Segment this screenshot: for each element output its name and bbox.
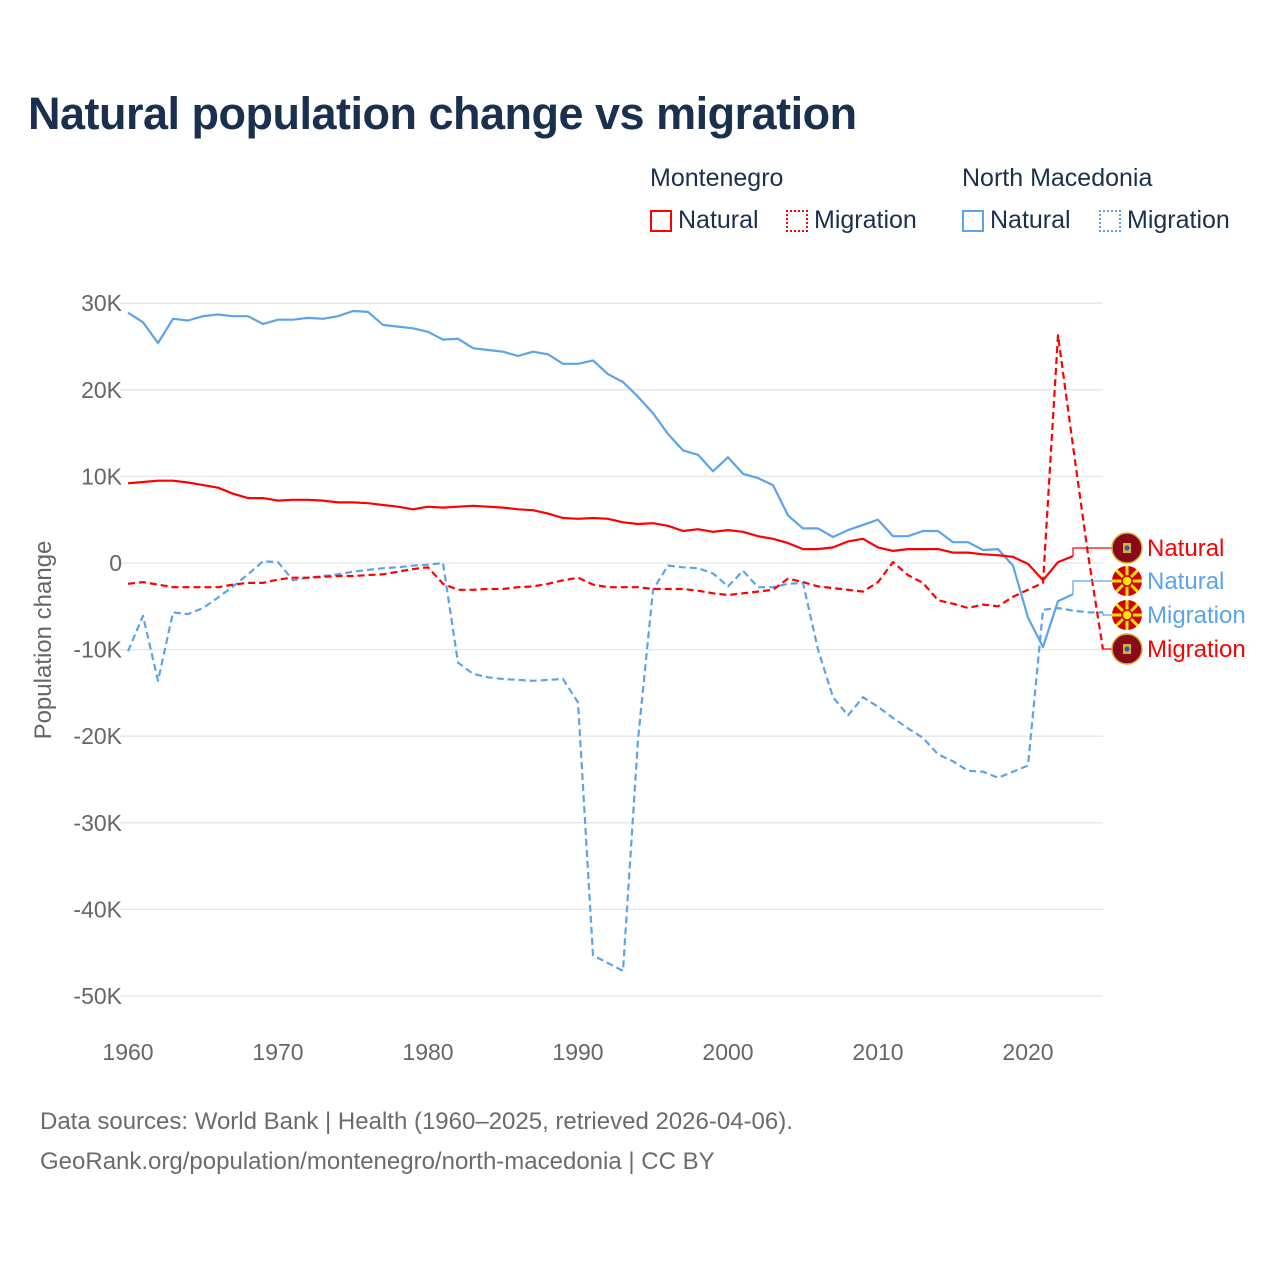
- legend-group-montenegro: Montenegro: [650, 164, 784, 192]
- label-leader-line: [1102, 648, 1112, 650]
- chart-title: Natural population change vs migration: [28, 88, 857, 139]
- dotted-line-swatch-icon: [786, 209, 808, 232]
- y-tick-label: 0: [109, 550, 122, 576]
- x-tick-label: 2020: [1002, 1039, 1053, 1065]
- montenegro-flag-icon: [1111, 633, 1143, 665]
- x-tick-label: 1980: [402, 1039, 453, 1065]
- legend-north-macedonia-natural[interactable]: Natural: [962, 206, 1071, 235]
- label-leader-line: [1102, 612, 1112, 616]
- x-tick-label: 2000: [702, 1039, 753, 1065]
- y-tick-label: -40K: [73, 896, 122, 922]
- north-macedonia-flag-icon: [1112, 566, 1142, 596]
- legend-label: Natural: [990, 206, 1071, 234]
- y-axis-label: Population change: [30, 541, 57, 740]
- x-tick-label: 1960: [102, 1039, 153, 1065]
- label-leader-line: [1072, 547, 1112, 557]
- y-tick-label: -30K: [73, 810, 122, 836]
- legend-label: Migration: [1127, 206, 1230, 234]
- series-end-label: Natural: [1147, 535, 1224, 562]
- legend-group-north-macedonia: North Macedonia: [962, 164, 1153, 192]
- series-line-montenegro-natural[interactable]: [127, 479, 1074, 582]
- x-tick-label: 1970: [252, 1039, 303, 1065]
- y-tick-label: -20K: [73, 723, 122, 749]
- series-end-label: Migration: [1147, 602, 1246, 629]
- label-leader-line: [1072, 580, 1112, 595]
- series-line-montenegro-migration[interactable]: [127, 334, 1105, 650]
- north-macedonia-flag-icon: [1112, 600, 1142, 630]
- y-tick-label: 20K: [81, 377, 123, 403]
- y-tick-label: 10K: [81, 463, 123, 489]
- y-tick-label: -10K: [73, 637, 122, 663]
- montenegro-flag-icon: [1111, 532, 1143, 564]
- series-end-label: Migration: [1147, 636, 1246, 663]
- x-tick-label: 2010: [852, 1039, 903, 1065]
- dotted-line-swatch-icon: [1099, 209, 1121, 232]
- y-tick-label: -50K: [73, 983, 122, 1009]
- legend-label: Migration: [814, 206, 917, 234]
- y-tick-label: 30K: [81, 290, 123, 316]
- solid-line-swatch-icon: [650, 209, 672, 232]
- legend-montenegro-migration[interactable]: Migration: [786, 206, 917, 235]
- solid-line-swatch-icon: [962, 209, 984, 232]
- legend-label: Natural: [678, 206, 759, 234]
- legend-montenegro-natural[interactable]: Natural: [650, 206, 759, 235]
- x-tick-label: 1990: [552, 1039, 603, 1065]
- series-line-north-macedonia-natural[interactable]: [127, 309, 1074, 649]
- footer-link[interactable]: GeoRank.org/population/montenegro/north-…: [40, 1148, 715, 1175]
- footer-sources: Data sources: World Bank | Health (1960–…: [40, 1108, 793, 1135]
- series-line-north-macedonia-migration[interactable]: [126, 560, 1103, 973]
- series-end-label: Natural: [1147, 568, 1224, 595]
- legend-north-macedonia-migration[interactable]: Migration: [1099, 206, 1230, 235]
